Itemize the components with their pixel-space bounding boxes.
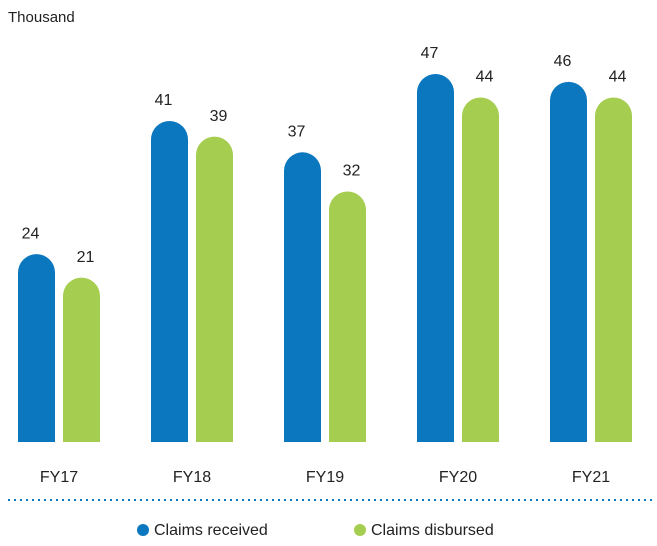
data-label: 44 [609, 69, 627, 86]
bar [329, 191, 367, 442]
legend-swatch [137, 524, 149, 536]
data-label: 24 [22, 225, 40, 242]
bar [417, 73, 454, 443]
bar [595, 97, 632, 442]
data-label: 47 [421, 45, 439, 62]
legend-label: Claims disbursed [371, 522, 494, 539]
bar [151, 120, 188, 442]
x-tick-label: FY18 [173, 469, 211, 486]
data-label: 37 [288, 124, 306, 141]
x-tick-label: FY20 [439, 469, 477, 486]
legend-label: Claims received [154, 522, 268, 539]
data-label: 44 [476, 69, 494, 86]
data-label: 41 [155, 92, 173, 109]
bar [462, 97, 499, 442]
bar [196, 136, 233, 442]
bar [18, 254, 55, 442]
unit-label: Thousand [8, 9, 75, 26]
data-label: 39 [210, 108, 228, 125]
bar [284, 152, 322, 443]
x-tick-label: FY21 [572, 469, 610, 486]
bar [550, 81, 587, 442]
data-label: 21 [77, 249, 95, 266]
bar [63, 277, 100, 442]
legend-swatch [354, 524, 366, 536]
x-tick-label: FY19 [306, 469, 344, 486]
data-label: 32 [343, 163, 361, 180]
data-label: 46 [554, 53, 572, 70]
x-tick-label: FY17 [40, 469, 78, 486]
